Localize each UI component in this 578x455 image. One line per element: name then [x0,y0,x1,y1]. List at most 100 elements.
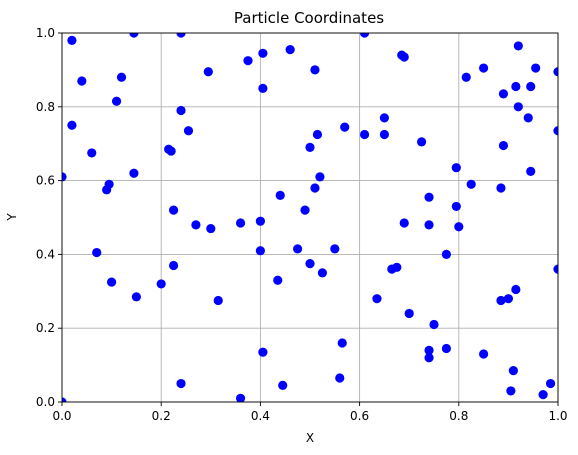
data-point [424,192,434,202]
x-tick-label: 0.0 [52,409,71,423]
x-axis-label: X [306,431,314,445]
data-point [176,33,186,38]
data-point [92,247,102,258]
data-point [255,246,265,256]
data-point [553,264,558,274]
data-point [506,386,516,396]
data-point [300,205,310,215]
data-point [116,72,127,82]
data-point [451,163,461,173]
data-point [553,67,558,77]
data-point [340,122,350,132]
chart-title: Particle Coordinates [234,9,384,27]
data-point [62,172,67,182]
data-point [183,126,194,136]
y-axis-label: Y [5,213,19,222]
x-tick-label: 0.2 [152,409,171,423]
data-point [258,48,268,58]
data-point [235,218,246,228]
data-point [359,33,370,38]
data-point [359,129,370,140]
data-point [424,353,434,363]
data-point [317,268,327,278]
data-point [496,295,506,306]
data-point [156,279,166,289]
data-point [169,205,179,215]
data-point [526,81,536,92]
data-point [203,67,213,77]
data-point [511,81,521,92]
data-point [129,168,139,178]
data-point [335,373,345,383]
data-point [451,201,461,212]
data-point [496,183,506,193]
data-point [104,179,114,189]
data-point [275,190,285,200]
data-point [87,148,97,158]
data-point [404,308,414,319]
x-axis: 0.0 0.2 0.4 0.6 0.8 1.0 [52,402,568,423]
x-tick-label: 0.4 [251,409,270,423]
data-point [258,83,268,93]
plot-frame [61,32,559,403]
data-point [479,349,489,359]
data-point [513,41,523,51]
x-tick-label: 1.0 [548,409,567,423]
data-point [67,35,77,45]
data-point [454,222,464,232]
data-point [77,76,87,86]
data-point [285,45,295,55]
y-tick-label: 0.8 [36,100,55,114]
data-point [330,244,340,254]
data-point [243,56,253,66]
data-point [235,393,246,402]
data-point [531,63,541,73]
data-point [399,218,409,228]
data-point [424,345,434,355]
data-point [206,223,216,234]
y-tick-label: 0.6 [36,174,55,188]
data-point [417,137,427,147]
data-point [312,129,323,140]
data-point [176,105,186,116]
data-point [513,102,523,112]
data-point [166,146,176,156]
data-point [310,65,320,75]
data-point [526,166,536,176]
data-point [503,294,513,304]
data-point [278,380,288,390]
data-point [553,126,558,136]
data-point [67,120,77,130]
data-point [538,390,548,400]
data-point [379,113,389,123]
data-point [258,347,268,357]
data-point [273,275,283,285]
data-point [337,338,347,348]
y-tick-label: 0.4 [36,247,55,261]
y-tick-label: 0.0 [36,395,55,409]
data-point [461,72,471,82]
y-tick-label: 0.2 [36,321,55,335]
x-tick-label: 0.8 [449,409,468,423]
data-point [372,294,382,304]
data-point [424,220,434,230]
data-point [176,378,186,389]
data-point [129,33,139,38]
data-point [213,295,223,306]
data-point [508,366,518,376]
data-point [545,378,556,389]
data-point [466,179,476,189]
data-point [498,140,509,151]
data-point [62,397,67,402]
data-point [379,129,389,140]
data-point [511,284,521,295]
data-point [191,220,201,230]
data-point [441,249,451,259]
y-axis: 0.0 0.2 0.4 0.6 0.8 1.0 [36,26,62,409]
data-points [62,33,558,402]
x-tick-label: 0.6 [350,409,369,423]
grid-lines [61,32,559,403]
data-point [399,52,409,62]
data-point [111,96,122,106]
